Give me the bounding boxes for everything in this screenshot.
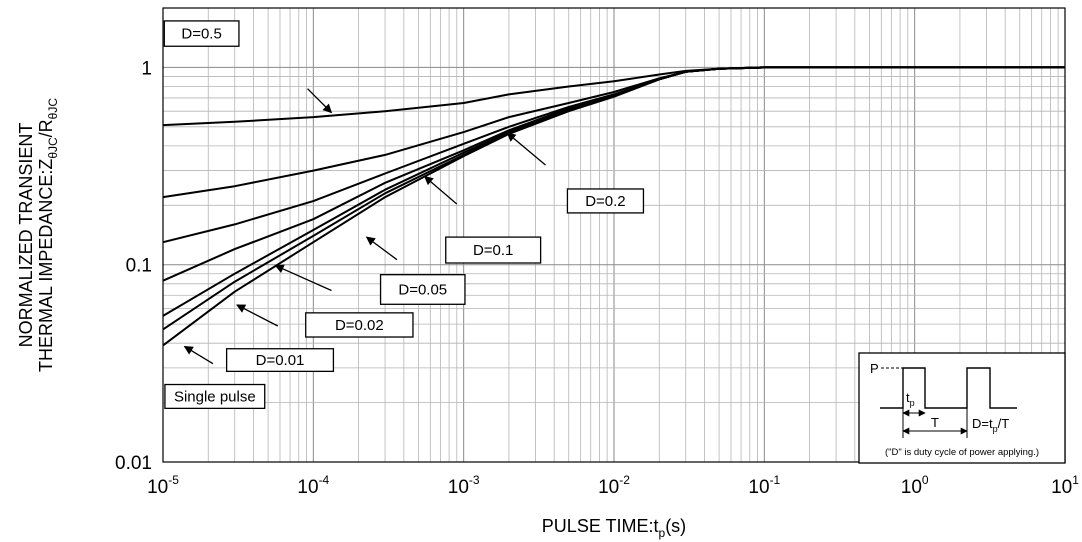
x-tick-label: 10-2 (598, 473, 630, 498)
x-tick-label: 100 (901, 473, 929, 498)
callout-box (445, 236, 542, 264)
callout-arrow (183, 345, 214, 365)
inset-period-label: T (931, 415, 939, 430)
callout-2: D=0.2 (506, 132, 645, 214)
callout-box (379, 274, 466, 305)
y-tick-label: 1 (141, 58, 152, 79)
callout-1: D=0.5 (163, 20, 333, 114)
callout-4: D=0.05 (365, 236, 466, 305)
plot-frame (162, 7, 1066, 463)
callout-box (305, 312, 414, 338)
y-tick-label: 0.01 (115, 453, 152, 474)
callout-arrow (274, 264, 332, 292)
callout-label: D=0.05 (398, 281, 447, 298)
callout-group: D=0.5 D=0.2 D=0.1 D=0.05 D=0.02 D=0.01 Single … (163, 20, 645, 410)
inset-pulse-waveform (880, 367, 1017, 409)
duty-cycle-inset: P tp T D=tp/T ("D" is duty cycle of powe… (858, 352, 1066, 464)
callout-arrow (307, 88, 333, 114)
y-tick-label: 0.1 (126, 256, 152, 277)
x-tick-label: 10-1 (748, 473, 780, 498)
series-line-7 (162, 66, 1065, 347)
y-axis-title-line1: NORMALIZED TRANSIENT (16, 123, 36, 348)
callout-label: D=0.2 (585, 193, 625, 210)
x-tick-label: 101 (1051, 473, 1079, 498)
callout-label: D=0.5 (181, 26, 221, 43)
callout-box (164, 383, 266, 410)
callout-box (566, 188, 645, 214)
x-tick-label: 10-4 (297, 473, 329, 498)
y-axis-title: NORMALIZED TRANSIENT THERMAL IMPEDANCE:Z… (16, 98, 60, 372)
callout-arrow (423, 175, 458, 205)
x-tick-label: 10-3 (448, 473, 480, 498)
callout-label: D=0.02 (335, 317, 384, 334)
callout-arrow (236, 304, 279, 327)
tick-labels: 10-5 10-4 10-3 10-2 10-1 100 101 0.01 0.1 1 (115, 58, 1079, 498)
callout-box (163, 20, 240, 47)
callout-5: D=0.02 (274, 264, 414, 338)
series-group (162, 66, 1065, 347)
inset-duty-formula: D=tp/T (972, 416, 1009, 434)
callout-6: D=0.01 (225, 304, 335, 373)
y-axis-title-line2: THERMAL IMPEDANCE:ZθJC/RθJC (36, 98, 60, 372)
callout-label: Single pulse (174, 388, 256, 405)
x-axis-title: PULSE TIME:tp(s) (542, 516, 686, 540)
inset-power-label: P (870, 361, 879, 376)
callout-box (225, 348, 335, 373)
callout-arrow (506, 132, 546, 166)
callout-7: Single pulse (164, 345, 266, 410)
inset-duty-note: ("D" is duty cycle of power applying.) (885, 447, 1039, 458)
inset-tp-label: tp (906, 390, 915, 408)
x-tick-label: 10-5 (147, 473, 179, 498)
callout-3: D=0.1 (423, 175, 542, 264)
callout-label: D=0.01 (256, 352, 305, 369)
callout-label: D=0.1 (473, 242, 513, 259)
callout-arrow (365, 236, 398, 261)
